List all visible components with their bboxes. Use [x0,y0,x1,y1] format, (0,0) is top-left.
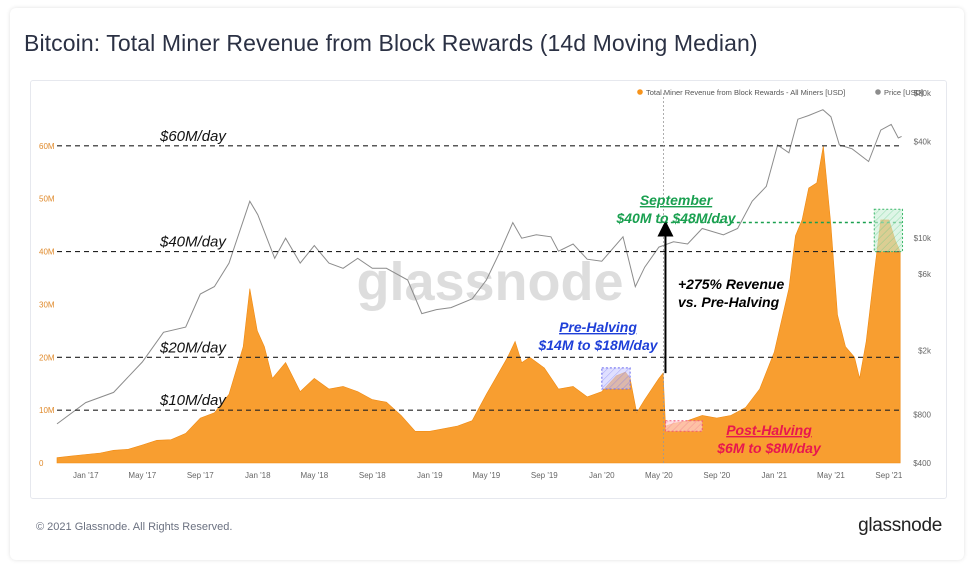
right-tick-label: $6k [918,270,932,279]
legend: Total Miner Revenue from Block Rewards -… [637,88,923,97]
left-tick-label: 40M [39,248,55,257]
reference-lines: $60M/day $40M/day $20M/day $10M/day [57,128,903,411]
x-tick-label: Sep '20 [703,471,730,480]
right-axis: $400 $800 $2k $6k $10k $40k $80k [913,89,932,468]
right-tick-label: $80k [914,89,932,98]
x-tick-label: Jan '18 [245,471,271,480]
x-tick-label: Jan '21 [762,471,788,480]
left-tick-label: 50M [39,195,55,204]
x-axis: Jan '17 May '17 Sep '17 Jan '18 May '18 Sep '… [73,471,903,480]
x-tick-label: Sep '19 [531,471,558,480]
left-tick-label: 20M [39,353,55,362]
x-tick-label: May '20 [645,471,673,480]
right-tick-label: $800 [913,411,931,420]
x-tick-label: Sep '17 [187,471,214,480]
right-tick-label: $400 [913,459,931,468]
legend-price-label: Price [USD] [884,88,923,97]
x-tick-label: May '17 [128,471,156,480]
left-axis: 0 10M 20M 30M 40M 50M 60M [39,142,55,468]
legend-revenue-swatch [637,89,643,95]
reference-line-label: $60M/day [159,128,227,145]
x-tick-label: May '21 [817,471,845,480]
chart-title: Bitcoin: Total Miner Revenue from Block … [24,30,758,56]
x-tick-label: May '19 [472,471,500,480]
left-tick-label: 10M [39,406,55,415]
copyright-text: © 2021 Glassnode. All Rights Reserved. [36,521,233,533]
post-halving-box [664,420,703,432]
reference-line-label: $40M/day [159,234,227,251]
reference-line-label: $20M/day [159,339,227,356]
legend-revenue-label: Total Miner Revenue from Block Rewards -… [646,88,845,97]
september-range: $40M to $48M/day [615,210,736,226]
september-title: September [640,192,714,208]
right-tick-label: $10k [914,234,932,243]
revenue-change-line1: +275% Revenue [678,276,784,292]
post-halving-range: $6M to $8M/day [716,440,822,456]
left-tick-label: 30M [39,300,55,309]
right-tick-label: $40k [914,137,932,146]
post-halving-title: Post-Halving [726,422,812,438]
right-tick-label: $2k [918,347,932,356]
price-line [56,109,902,425]
x-tick-label: May '18 [300,471,328,480]
x-tick-label: Jan '20 [589,471,615,480]
x-tick-label: Jan '17 [73,471,99,480]
pre-halving-box [601,367,631,390]
x-tick-label: Sep '21 [875,471,902,480]
x-tick-label: Jan '19 [417,471,443,480]
revenue-area [56,145,901,464]
left-tick-label: 60M [39,142,55,151]
left-tick-label: 0 [39,459,44,468]
revenue-change-line2: vs. Pre-Halving [678,294,780,310]
x-tick-label: Sep '18 [359,471,386,480]
pre-halving-range: $14M to $18M/day [537,337,658,353]
legend-price-swatch [875,89,881,95]
brand-logo-text: glassnode [858,515,942,536]
reference-line-label: $10M/day [159,392,227,409]
september-box [873,208,904,253]
plot-frame [30,80,947,499]
pre-halving-title: Pre-Halving [559,319,637,335]
watermark: glassnode [356,252,623,312]
